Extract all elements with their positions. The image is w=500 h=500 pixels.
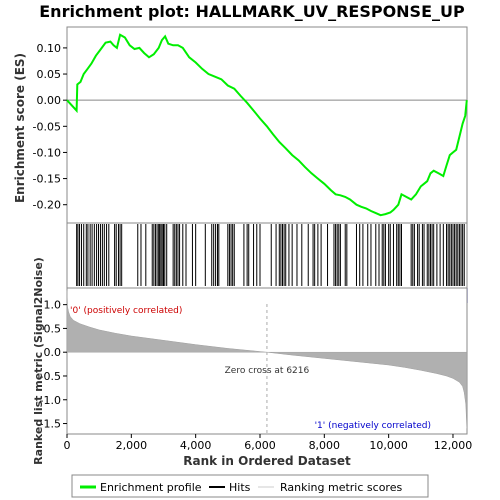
metric-y-tick-label: 0.5 <box>44 322 62 335</box>
x-tick-label: 4,000 <box>180 439 212 452</box>
hit-markers <box>76 224 465 286</box>
metric-y-axis-label: Ranked list metric (Signal2Noise) <box>32 257 45 465</box>
legend-box <box>71 474 429 498</box>
es-y-axis-label: Enrichment score (ES) <box>13 53 27 203</box>
x-tick-label: 2,000 <box>116 439 148 452</box>
enrichment-profile-line <box>66 33 468 217</box>
negative-correlation-label: '1' (negatively correlated) <box>315 421 431 431</box>
es-y-tick-label: 0.00 <box>37 94 62 107</box>
legend-enrichment-label: Enrichment profile <box>100 481 202 494</box>
metric-y-tick-label: 0.0 <box>44 346 62 359</box>
metric-y-axis: 1.0 0.5 0.0 -0.5 -1.0 -1.5 <box>40 299 67 431</box>
es-y-tick-label: -0.15 <box>33 173 61 186</box>
x-tick-label: 10,000 <box>369 439 408 452</box>
es-y-tick-label: 0.10 <box>37 42 62 55</box>
metric-y-tick-label: -0.5 <box>40 370 61 383</box>
zero-cross-label: Zero cross at 6216 <box>225 366 310 376</box>
metric-y-tick-label: -1.5 <box>40 418 61 431</box>
chart-title: Enrichment plot: HALLMARK_UV_RESPONSE_UP <box>39 2 465 21</box>
es-y-axis: 0.10 0.05 0.00 -0.05 -0.10 -0.15 -0.20 <box>33 42 67 212</box>
legend: Enrichment profile Hits Ranking metric s… <box>71 474 429 498</box>
es-y-tick-label: -0.10 <box>33 146 61 159</box>
positive-correlation-label: '0' (positively correlated) <box>70 306 182 316</box>
x-axis-label: Rank in Ordered Dataset <box>183 454 351 468</box>
hits-panel-frame <box>66 222 468 289</box>
x-tick-label: 12,000 <box>434 439 473 452</box>
ranking-metric-area <box>66 290 468 429</box>
es-panel: 0.10 0.05 0.00 -0.05 -0.10 -0.15 -0.20 Enrichm… <box>13 26 468 224</box>
metric-panel: 1.0 0.5 0.0 -0.5 -1.0 -1.5 Zero cross at 6216… <box>32 257 468 465</box>
x-tick-label: 6,000 <box>244 439 276 452</box>
x-tick-label: 0 <box>64 439 71 452</box>
es-y-tick-label: -0.20 <box>33 199 61 212</box>
es-y-tick-label: -0.05 <box>33 120 61 133</box>
metric-y-tick-label: 1.0 <box>44 299 62 312</box>
legend-hits-label: Hits <box>229 481 251 494</box>
metric-y-tick-label: -1.0 <box>40 394 61 407</box>
hits-panel <box>66 222 468 289</box>
es-y-tick-label: 0.05 <box>37 68 62 81</box>
x-axis: 0 2,000 4,000 6,000 8,000 10,000 12,000 <box>64 434 473 452</box>
x-tick-label: 8,000 <box>309 439 341 452</box>
legend-metric-label: Ranking metric scores <box>280 481 402 494</box>
